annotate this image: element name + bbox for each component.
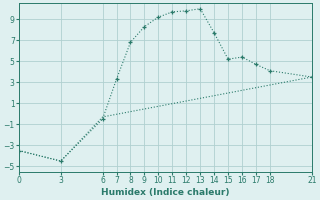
- X-axis label: Humidex (Indice chaleur): Humidex (Indice chaleur): [101, 188, 229, 197]
